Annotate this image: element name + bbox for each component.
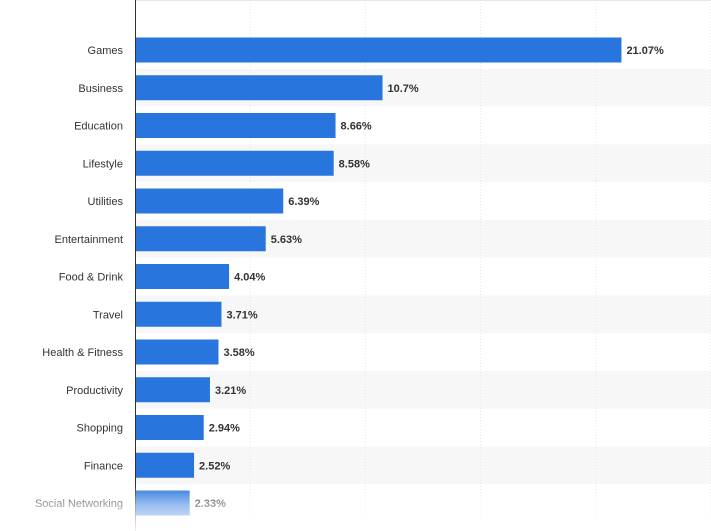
- value-label: 2.94%: [209, 423, 240, 435]
- value-label: 21.07%: [626, 45, 664, 57]
- bar[interactable]: [136, 113, 336, 138]
- value-label: 10.7%: [388, 83, 419, 95]
- bar[interactable]: [136, 490, 190, 516]
- bar[interactable]: [136, 37, 622, 63]
- category-label: Shopping: [77, 423, 124, 435]
- category-label: Social Networking: [35, 498, 123, 510]
- value-label: 2.52%: [199, 460, 230, 472]
- bar[interactable]: [136, 264, 230, 289]
- value-label: 3.21%: [215, 385, 246, 397]
- category-label: Education: [74, 121, 123, 133]
- value-label: 2.33%: [195, 498, 226, 510]
- row-bands: [135, 68, 711, 485]
- value-label: 5.63%: [271, 234, 302, 246]
- value-label: 3.58%: [223, 347, 254, 359]
- bar[interactable]: [136, 452, 195, 478]
- category-label: Business: [78, 83, 123, 95]
- row-band: [135, 370, 711, 409]
- bar[interactable]: [136, 226, 266, 252]
- bar[interactable]: [136, 301, 222, 327]
- bar[interactable]: [136, 339, 219, 365]
- category-label: Utilities: [88, 196, 124, 208]
- value-label: 4.04%: [234, 272, 265, 284]
- bar[interactable]: [136, 150, 334, 176]
- category-label: Entertainment: [55, 234, 123, 246]
- category-label: Productivity: [66, 385, 123, 397]
- category-label: Games: [88, 45, 124, 57]
- bar[interactable]: [136, 188, 284, 214]
- category-label: Food & Drink: [59, 272, 124, 284]
- bar[interactable]: [136, 377, 210, 403]
- value-label: 3.71%: [226, 309, 257, 321]
- category-label: Travel: [93, 309, 123, 321]
- bar[interactable]: [136, 415, 204, 440]
- bars: [136, 37, 622, 516]
- value-label: 8.58%: [339, 158, 370, 170]
- category-label: Finance: [84, 460, 123, 472]
- category-labels: Games Business Education Lifestyle Utilities…: [35, 45, 124, 510]
- value-label: 8.66%: [341, 121, 372, 133]
- gridlines: [135, 0, 711, 531]
- value-label: 6.39%: [288, 196, 319, 208]
- row-band: [135, 446, 711, 485]
- bar[interactable]: [136, 75, 383, 101]
- category-label: Health & Fitness: [42, 347, 123, 359]
- category-label: Lifestyle: [83, 158, 123, 170]
- row-band: [135, 295, 711, 334]
